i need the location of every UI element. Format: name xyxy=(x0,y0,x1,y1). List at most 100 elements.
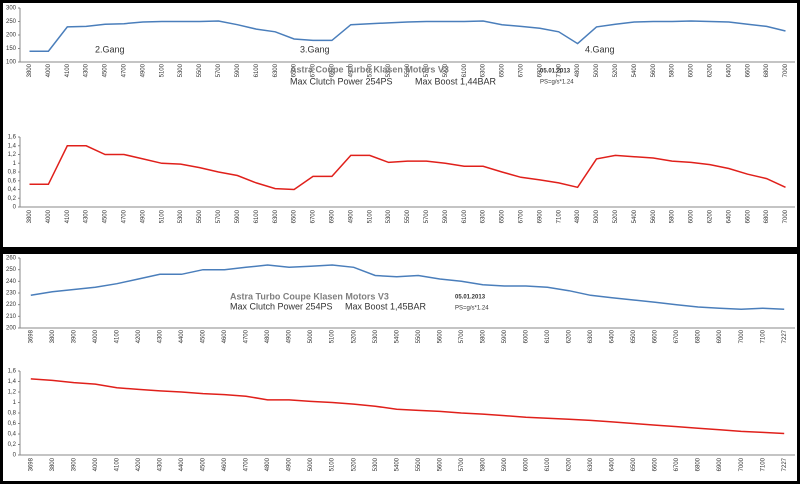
x-tick-label: 3698 xyxy=(28,457,34,471)
x-tick-label: 6500 xyxy=(500,63,506,77)
x-tick-label: 6800 xyxy=(764,63,770,77)
y-tick-label: 0,4 xyxy=(8,187,17,193)
x-tick-label: 5300 xyxy=(386,63,392,77)
x-tick-label: 6900 xyxy=(717,457,723,471)
y-tick-label: 0,6 xyxy=(8,178,17,184)
annotation: 3.Gang xyxy=(300,44,330,54)
x-tick-label: 7227 xyxy=(782,329,788,343)
x-tick-label: 6700 xyxy=(518,209,524,223)
x-tick-label: 5900 xyxy=(443,63,449,77)
x-tick-label: 4500 xyxy=(201,329,207,343)
x-tick-label: 5700 xyxy=(459,329,465,343)
x-tick-label: 4100 xyxy=(114,457,120,471)
x-tick-label: 5000 xyxy=(308,329,314,343)
x-tick-label: 4400 xyxy=(179,457,185,471)
annotation: 2.Gang xyxy=(95,44,125,54)
y-tick-label: 210 xyxy=(6,314,17,320)
x-tick-label: 6700 xyxy=(518,63,524,77)
x-tick-label: 6500 xyxy=(631,329,637,343)
x-tick-label: 7100 xyxy=(556,209,562,223)
x-tick-label: 6800 xyxy=(696,329,702,343)
x-tick-label: 4500 xyxy=(103,63,109,77)
x-tick-label: 3800 xyxy=(50,457,56,471)
x-tick-label: 4700 xyxy=(244,457,250,471)
y-tick-label: 0,8 xyxy=(8,411,17,417)
x-tick-label: 5400 xyxy=(394,457,400,471)
y-tick-label: 1 xyxy=(13,400,17,406)
x-tick-label: 7227 xyxy=(782,457,788,471)
y-tick-label: 0,6 xyxy=(8,421,17,427)
x-tick-label: 5000 xyxy=(308,457,314,471)
top-panel xyxy=(3,3,797,247)
x-tick-label: 6200 xyxy=(708,63,714,77)
x-tick-label: 6800 xyxy=(764,209,770,223)
x-tick-label: 5900 xyxy=(235,209,241,223)
x-tick-label: 5200 xyxy=(613,209,619,223)
x-tick-label: 4700 xyxy=(122,209,128,223)
x-tick-label: 7000 xyxy=(783,63,789,77)
x-tick-label: 6600 xyxy=(745,63,751,77)
y-tick-label: 1,4 xyxy=(8,143,17,149)
annotation: PS=g/s*1.24 xyxy=(540,80,574,86)
x-tick-label: 6000 xyxy=(689,209,695,223)
x-tick-label: 4100 xyxy=(114,329,120,343)
y-tick-label: 100 xyxy=(6,60,17,66)
x-tick-label: 6400 xyxy=(726,63,732,77)
x-tick-label: 3698 xyxy=(28,329,34,343)
y-tick-label: 0,4 xyxy=(8,432,17,438)
x-tick-label: 4600 xyxy=(222,329,228,343)
x-tick-label: 4800 xyxy=(575,209,581,223)
x-tick-label: 6700 xyxy=(311,209,317,223)
data-line xyxy=(29,145,786,191)
x-tick-label: 5100 xyxy=(159,63,165,77)
x-tick-label: 3800 xyxy=(27,63,33,77)
x-tick-label: 7100 xyxy=(760,329,766,343)
x-tick-label: 5700 xyxy=(216,209,222,223)
x-tick-label: 6600 xyxy=(653,329,659,343)
data-line xyxy=(30,264,785,311)
x-tick-label: 4200 xyxy=(136,329,142,343)
x-tick-label: 5400 xyxy=(632,209,638,223)
annotation: Max Boost 1,44BAR xyxy=(415,76,497,86)
y-tick-label: 250 xyxy=(6,19,17,25)
x-tick-label: 5300 xyxy=(373,457,379,471)
x-tick-label: 5700 xyxy=(216,63,222,77)
x-tick-label: 6200 xyxy=(567,329,573,343)
x-tick-label: 6300 xyxy=(481,63,487,77)
x-tick-label: 3900 xyxy=(71,457,77,471)
x-tick-label: 6100 xyxy=(254,209,260,223)
x-tick-label: 6300 xyxy=(481,209,487,223)
x-tick-label: 4900 xyxy=(140,63,146,77)
x-tick-label: 5500 xyxy=(197,63,203,77)
x-tick-label: 5100 xyxy=(330,457,336,471)
x-tick-label: 5100 xyxy=(330,329,336,343)
x-tick-label: 6900 xyxy=(537,63,543,77)
x-tick-label: 5600 xyxy=(437,329,443,343)
x-tick-label: 5000 xyxy=(594,63,600,77)
series-label: Max Clutch Power 254PS xyxy=(230,301,333,311)
x-tick-label: 6200 xyxy=(567,457,573,471)
y-tick-label: 200 xyxy=(6,33,17,39)
x-tick-label: 6300 xyxy=(273,209,279,223)
x-tick-label: 5900 xyxy=(502,457,508,471)
y-tick-label: 220 xyxy=(6,302,17,308)
x-tick-label: 5700 xyxy=(424,63,430,77)
x-tick-label: 5300 xyxy=(178,63,184,77)
x-tick-label: 6600 xyxy=(745,209,751,223)
x-tick-label: 6000 xyxy=(689,63,695,77)
y-tick-label: 0,2 xyxy=(8,196,17,202)
x-tick-label: 4600 xyxy=(222,457,228,471)
x-tick-label: 6700 xyxy=(311,63,317,77)
bottom-panel xyxy=(3,254,797,481)
data-line xyxy=(30,378,785,435)
x-tick-label: 6400 xyxy=(726,209,732,223)
x-tick-label: 5000 xyxy=(594,209,600,223)
x-tick-label: 6500 xyxy=(292,63,298,77)
y-tick-label: 150 xyxy=(6,46,17,52)
x-tick-label: 5200 xyxy=(351,329,357,343)
x-tick-label: 6700 xyxy=(674,457,680,471)
y-tick-label: 1,2 xyxy=(8,152,17,158)
x-tick-label: 4500 xyxy=(201,457,207,471)
